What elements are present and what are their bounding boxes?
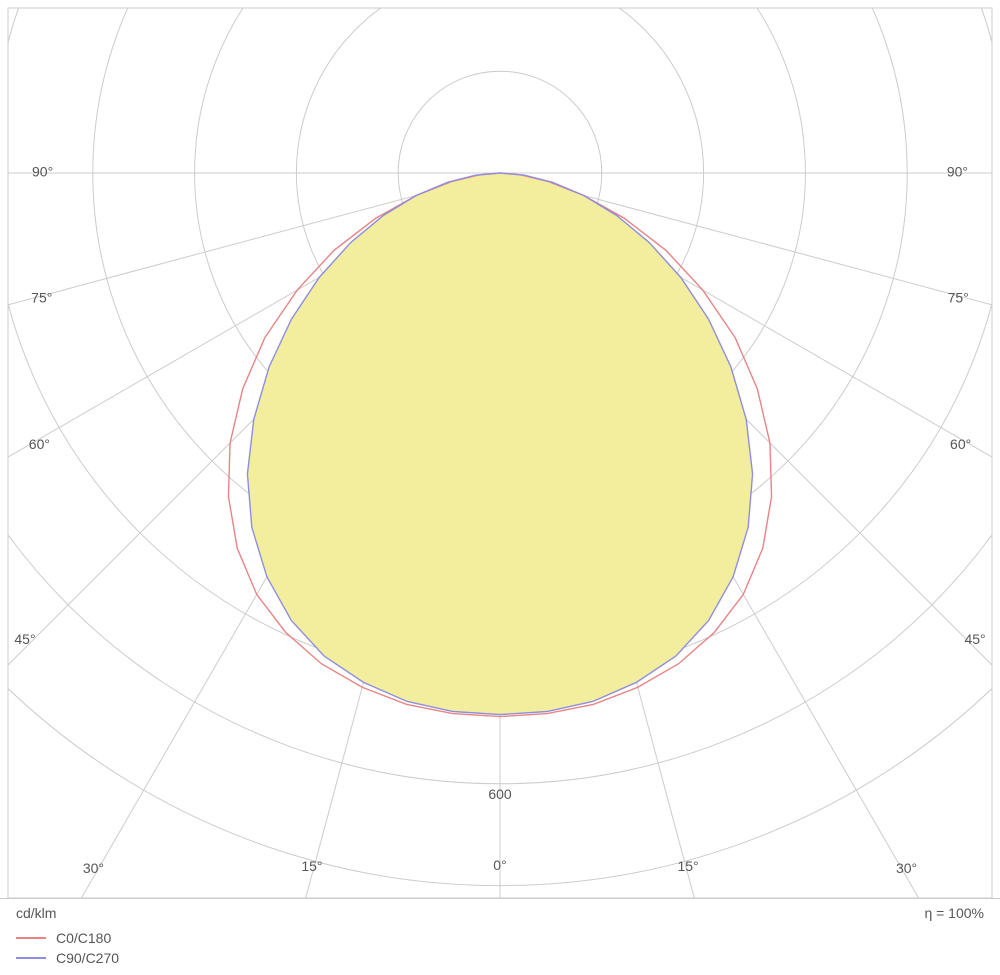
svg-text:15°: 15° [677,858,698,874]
svg-text:30°: 30° [896,860,917,876]
svg-text:60°: 60° [29,436,50,452]
polar-intensity-chart: { "chart": { "type": "polar-luminous-int… [0,0,1000,975]
svg-text:75°: 75° [31,289,52,305]
legend-label: C0/C180 [56,930,111,946]
svg-text:90°: 90° [32,164,53,180]
polar-plot-svg: 20030040050060090°75°60°45°30°15°0°15°30… [0,0,1000,900]
legend-swatch [16,957,46,959]
svg-text:90°: 90° [947,164,968,180]
svg-text:0°: 0° [493,857,506,873]
svg-text:45°: 45° [964,631,985,647]
chart-footer: cd/klm η = 100% [0,898,1000,921]
svg-text:30°: 30° [83,860,104,876]
legend-label: C90/C270 [56,950,119,966]
legend-item: C90/C270 [16,948,119,968]
svg-text:600: 600 [488,786,512,802]
svg-text:75°: 75° [948,289,969,305]
legend-swatch [16,937,46,939]
svg-text:15°: 15° [301,858,322,874]
svg-text:45°: 45° [14,631,35,647]
efficiency-label: η = 100% [924,905,984,921]
unit-label: cd/klm [16,905,56,921]
svg-text:60°: 60° [950,436,971,452]
legend-item: C0/C180 [16,928,119,948]
legend: C0/C180 C90/C270 [16,928,119,968]
